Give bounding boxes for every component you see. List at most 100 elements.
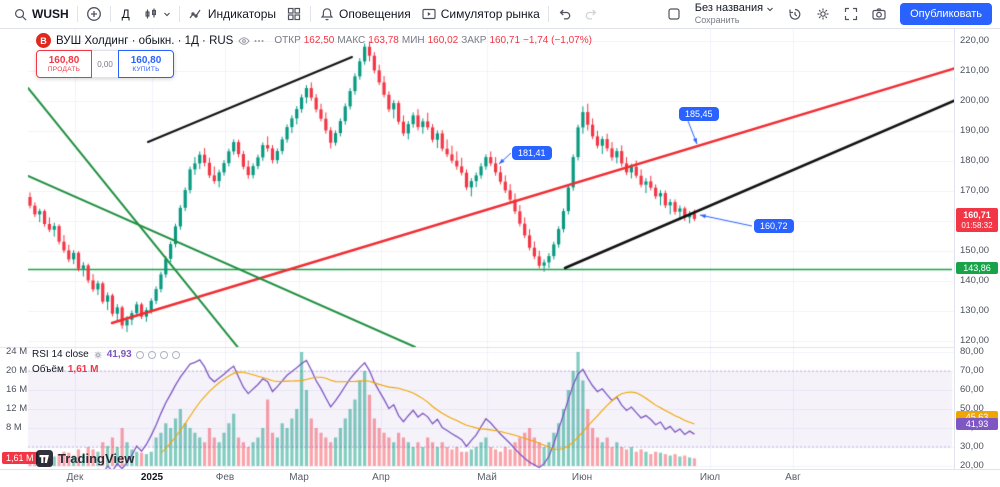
price-axis[interactable]: 220,00 210,00 200,00 190,00 180,00 170,00 160,… [954, 28, 1000, 471]
rsi-settings-gear-icon[interactable] [93, 350, 103, 360]
interval-button[interactable]: Д [114, 2, 138, 26]
price-axis-label: 150,00 [960, 245, 990, 256]
redo-button[interactable] [578, 2, 604, 26]
simulator-label: Симулятор рынка [440, 7, 540, 21]
toolbar-right-cluster: Без названия Сохранить Опубликовать [661, 2, 992, 26]
chevron-down-icon [767, 7, 773, 11]
top-toolbar: WUSH Д Индикаторы Оповещения Симулято [0, 0, 1000, 29]
expand-icon [844, 7, 858, 21]
chevron-down-icon [163, 12, 170, 17]
time-axis-label: Май [477, 472, 497, 483]
fullscreen-button[interactable] [838, 2, 864, 26]
rsi-axis-label: 30,00 [960, 441, 984, 452]
close-label: ЗАКР [461, 35, 487, 46]
redo-icon [585, 9, 597, 20]
alerts-button[interactable]: Оповещения [314, 2, 416, 26]
price-callout[interactable]: 181,41 [512, 146, 552, 160]
volume-axis-label: 20 М [6, 365, 28, 376]
candlestick-icon [145, 8, 156, 19]
hline-price-badge: 143,86 [956, 262, 998, 275]
interval-label: Д [121, 7, 130, 21]
replay-clock-icon [789, 8, 801, 20]
spread-value: 0,00 [92, 50, 118, 78]
rsi-title: RSI 14 close [32, 349, 89, 360]
price-axis-label: 190,00 [960, 125, 990, 136]
save-layout-button[interactable]: Сохранить [694, 15, 740, 25]
bar-countdown: 01:58:32 [961, 220, 993, 230]
compare-add-button[interactable] [81, 2, 107, 26]
time-axis-label: Апр [372, 472, 390, 483]
open-value: 162,50 [303, 35, 335, 46]
rsi-value-badge: 41,93 [956, 418, 998, 431]
change-value: −1,74 (−1,07%) [523, 35, 592, 46]
more-dots-icon[interactable] [253, 35, 265, 47]
price-axis-label: 180,00 [960, 155, 990, 166]
toolbar-divider [109, 6, 111, 22]
price-axis-label: 210,00 [960, 65, 990, 76]
price-callout[interactable]: 185,45 [679, 107, 719, 121]
time-axis[interactable]: Дек 2025 Фев Мар Апр Май Июн Июл Авг [0, 469, 1000, 487]
toolbar-divider [547, 6, 549, 22]
bell-icon [320, 8, 334, 21]
price-callout[interactable]: 160,72 [754, 219, 794, 233]
volume-title: Объём [32, 364, 64, 375]
rsi-axis-label: 70,00 [960, 365, 984, 376]
symbol-search-label: WUSH [32, 7, 69, 21]
layout-select-button[interactable] [661, 2, 687, 26]
bar-replay-button[interactable] [782, 2, 808, 26]
time-axis-label: 2025 [140, 472, 164, 483]
volume-legend[interactable]: Объём 1,61 М [32, 364, 98, 375]
tradingview-mark-icon [36, 450, 53, 467]
toolbar-divider [178, 6, 180, 22]
indicators-icon [189, 9, 201, 19]
rsi-option-dot[interactable] [159, 350, 168, 359]
undo-icon [559, 9, 571, 20]
eye-icon[interactable] [238, 35, 250, 47]
symbol-logo: В [36, 33, 51, 48]
settings-button[interactable] [810, 2, 836, 26]
grid-layout-icon [287, 7, 301, 21]
rsi-option-dot[interactable] [135, 350, 144, 359]
time-axis-label: Дек [66, 472, 84, 483]
rsi-option-dot[interactable] [171, 350, 180, 359]
chart-type-button[interactable] [138, 2, 176, 26]
sell-button[interactable]: 160,80 ПРОДАТЬ [36, 50, 92, 78]
screenshot-button[interactable] [866, 2, 892, 26]
high-value: 163,78 [368, 35, 399, 46]
buy-label: КУПИТЬ [132, 66, 160, 73]
volume-axis-label: 16 М [6, 384, 28, 395]
layout-name-menu[interactable]: Без названия Сохранить [695, 3, 774, 25]
symbol-search-button[interactable]: WUSH [8, 2, 74, 26]
rsi-option-dot[interactable] [147, 350, 156, 359]
price-axis-label: 130,00 [960, 305, 990, 316]
time-axis-label: Мар [289, 472, 309, 483]
price-axis-label: 200,00 [960, 95, 990, 106]
tradingview-logo[interactable]: TradingView [36, 450, 134, 467]
plus-circle-icon [86, 7, 101, 21]
symbol-title[interactable]: ВУШ Холдинг · обыкн. · 1Д · RUS [56, 34, 234, 47]
rsi-legend[interactable]: RSI 14 close 41,93 [32, 349, 180, 360]
time-axis-label: Авг [785, 472, 801, 483]
symbol-legend: В ВУШ Холдинг · обыкн. · 1Д · RUS ОТКР 1… [36, 33, 592, 48]
price-axis-label: 170,00 [960, 185, 990, 196]
tradingview-wordmark: TradingView [58, 451, 135, 466]
volume-axis-label: 24 М [6, 346, 28, 357]
gear-icon [817, 8, 829, 20]
ohlc-readout: ОТКР 162,50 МАКС 163,78 МИН 160,02 ЗАКР … [274, 35, 592, 46]
publish-button[interactable]: Опубликовать [900, 3, 992, 25]
toolbar-divider [76, 6, 78, 22]
layout-templates-button[interactable] [281, 2, 307, 26]
indicators-label: Индикаторы [207, 7, 277, 21]
alerts-label: Оповещения [339, 7, 411, 21]
buy-button[interactable]: 160,80 КУПИТЬ [118, 50, 174, 78]
market-simulator-button[interactable]: Симулятор рынка [416, 2, 545, 26]
undo-button[interactable] [552, 2, 578, 26]
camera-icon [872, 8, 886, 20]
indicators-button[interactable]: Индикаторы [183, 2, 281, 26]
play-chart-icon [422, 8, 436, 20]
high-label: МАКС [337, 35, 366, 46]
current-price-value: 160,71 [963, 209, 991, 220]
